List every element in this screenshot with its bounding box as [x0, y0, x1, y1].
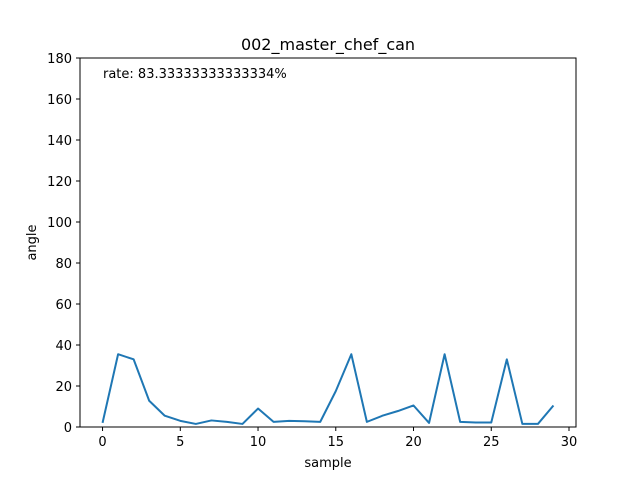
y-tick-label: 60 — [55, 298, 72, 313]
chart-title: 002_master_chef_can — [241, 35, 415, 55]
x-tick-label: 0 — [98, 435, 106, 450]
x-tick-label: 30 — [561, 435, 578, 450]
y-tick-label: 120 — [47, 175, 72, 190]
y-axis-label: angle — [25, 224, 40, 260]
y-tick-label: 160 — [47, 93, 72, 108]
rate-annotation: rate: 83.33333333333334% — [103, 67, 287, 82]
series-line — [101, 353, 555, 425]
x-tick-label: 15 — [328, 435, 345, 450]
y-tick-label: 40 — [55, 339, 72, 354]
plot-area-frame — [79, 57, 577, 428]
y-tick-label: 140 — [47, 134, 72, 149]
y-tick-label: 100 — [47, 216, 72, 231]
y-tick-label: 80 — [55, 257, 72, 272]
x-tick-label: 5 — [176, 435, 184, 450]
x-tick-label: 25 — [483, 435, 500, 450]
y-tick-label: 0 — [64, 421, 72, 436]
x-tick-label: 10 — [250, 435, 267, 450]
y-tick-label: 180 — [47, 52, 72, 67]
y-tick-label: 20 — [55, 380, 72, 395]
axis-ticks: 0 5 10 15 20 25 30 0 20 40 60 80 100 120 140 160 180 — [47, 52, 577, 450]
x-tick-label: 20 — [405, 435, 422, 450]
series-layer — [101, 353, 555, 425]
x-axis-label: sample — [304, 456, 351, 471]
